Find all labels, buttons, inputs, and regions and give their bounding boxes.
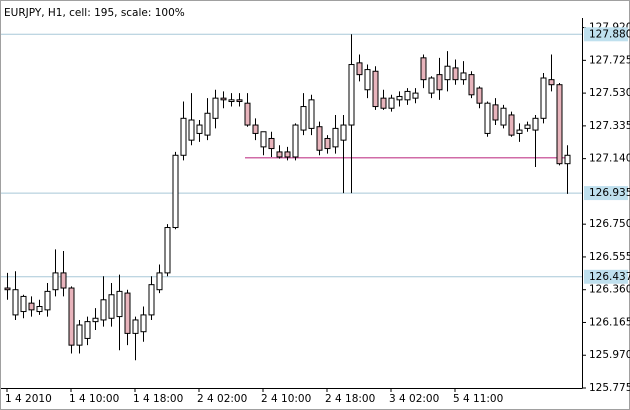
candle-body: [12, 289, 19, 316]
x-tick-label: 1 4 2010: [5, 393, 52, 405]
candle-body: [476, 87, 483, 104]
candle-body: [516, 129, 523, 134]
candle-body: [28, 302, 35, 311]
candle-body: [180, 117, 187, 156]
candle-body: [508, 114, 515, 136]
y-tick-label: 125.970: [589, 349, 630, 361]
y-tick-label: 127.725: [589, 54, 630, 66]
candle-body: [380, 97, 387, 109]
candle-body: [228, 99, 235, 103]
candle-body: [412, 92, 419, 99]
candle-body: [284, 151, 291, 158]
candle-body: [348, 64, 355, 126]
level-label: 127.880: [589, 28, 630, 40]
y-tick-label: 127.335: [589, 120, 630, 132]
x-tick-label: 2 4 02:00: [197, 393, 247, 405]
x-tick-label: 1 4 10:00: [69, 393, 119, 405]
x-tick-label: 3 4 02:00: [389, 393, 439, 405]
candle-body: [196, 124, 203, 134]
candle-body: [188, 119, 195, 141]
candle-body: [260, 131, 267, 148]
candle-body: [60, 272, 67, 289]
candle-body: [364, 69, 371, 91]
candle-body: [316, 126, 323, 151]
candle-body: [292, 124, 299, 158]
y-tick-label: 125.775: [589, 382, 630, 394]
candle-body: [420, 57, 427, 81]
candle-body: [492, 104, 499, 121]
level-label: 126.437: [589, 271, 630, 283]
candle-body: [252, 124, 259, 134]
candle-body: [140, 314, 147, 333]
y-tick-label: 126.165: [589, 316, 630, 328]
candle-body: [452, 67, 459, 81]
x-tick-label: 5 4 11:00: [453, 393, 503, 405]
candle-body: [76, 324, 83, 346]
chart-title: EURJPY, H1, cell: 195, scale: 100%: [4, 7, 185, 19]
x-tick-label: 2 4 18:00: [325, 393, 375, 405]
level-label-box: [584, 186, 628, 201]
candle-body: [164, 227, 171, 274]
candle-body: [108, 294, 115, 319]
candle-body: [404, 90, 411, 101]
candle-body: [300, 106, 307, 131]
candle-body: [220, 97, 227, 101]
x-tick-label: 1 4 18:00: [133, 393, 183, 405]
candle-body: [308, 99, 315, 129]
candle-body: [460, 72, 467, 81]
candle-body: [244, 102, 251, 126]
level-label: 126.935: [589, 187, 630, 199]
candle-body: [332, 127, 339, 148]
candle-body: [52, 272, 59, 291]
candle-body: [556, 84, 563, 165]
candle-body: [132, 319, 139, 334]
candle-body: [36, 306, 43, 313]
candle-body: [548, 79, 555, 86]
candle-body: [20, 295, 27, 313]
candle-body: [92, 317, 99, 323]
candle-body: [468, 74, 475, 96]
candle-body: [4, 287, 11, 291]
candle-body: [204, 112, 211, 136]
candle-body: [372, 70, 379, 108]
y-tick-label: 127.140: [589, 153, 630, 165]
candle-body: [100, 299, 107, 321]
candle-body: [484, 102, 491, 134]
candle-body: [540, 77, 547, 119]
candle-body: [428, 77, 435, 94]
candle-body: [148, 284, 155, 316]
level-label-box: [584, 269, 628, 284]
x-tick-label: 2 4 10:00: [261, 393, 311, 405]
candle-body: [172, 154, 179, 229]
candle-body: [532, 117, 539, 131]
candle-body: [212, 97, 219, 119]
candle-body: [324, 137, 331, 150]
candle-body: [500, 107, 507, 126]
candle-body: [156, 272, 163, 291]
candle-body: [68, 287, 75, 346]
candle-body: [116, 290, 123, 318]
candle-body: [436, 74, 443, 91]
y-tick-label: 126.750: [589, 218, 630, 230]
candle-body: [84, 321, 91, 339]
candle-body: [124, 292, 131, 334]
candle-body: [388, 97, 395, 109]
candle-body: [44, 290, 51, 311]
candle-body: [564, 154, 571, 165]
y-tick-label: 126.555: [589, 251, 630, 263]
candle-body: [444, 65, 451, 81]
candle-body: [396, 95, 403, 101]
candle-body: [524, 124, 531, 129]
candle-body: [276, 151, 283, 158]
candle-body: [236, 99, 243, 103]
level-label-box: [584, 27, 628, 42]
candle-body: [340, 124, 347, 141]
candle-body: [268, 137, 275, 150]
candle-body: [356, 62, 363, 76]
y-tick-label: 127.530: [589, 87, 630, 99]
y-tick-label: 126.360: [589, 284, 630, 296]
